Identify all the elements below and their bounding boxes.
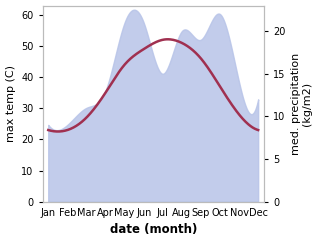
Y-axis label: max temp (C): max temp (C) xyxy=(5,65,16,142)
Y-axis label: med. precipitation
(kg/m2): med. precipitation (kg/m2) xyxy=(291,53,313,155)
X-axis label: date (month): date (month) xyxy=(109,223,197,236)
